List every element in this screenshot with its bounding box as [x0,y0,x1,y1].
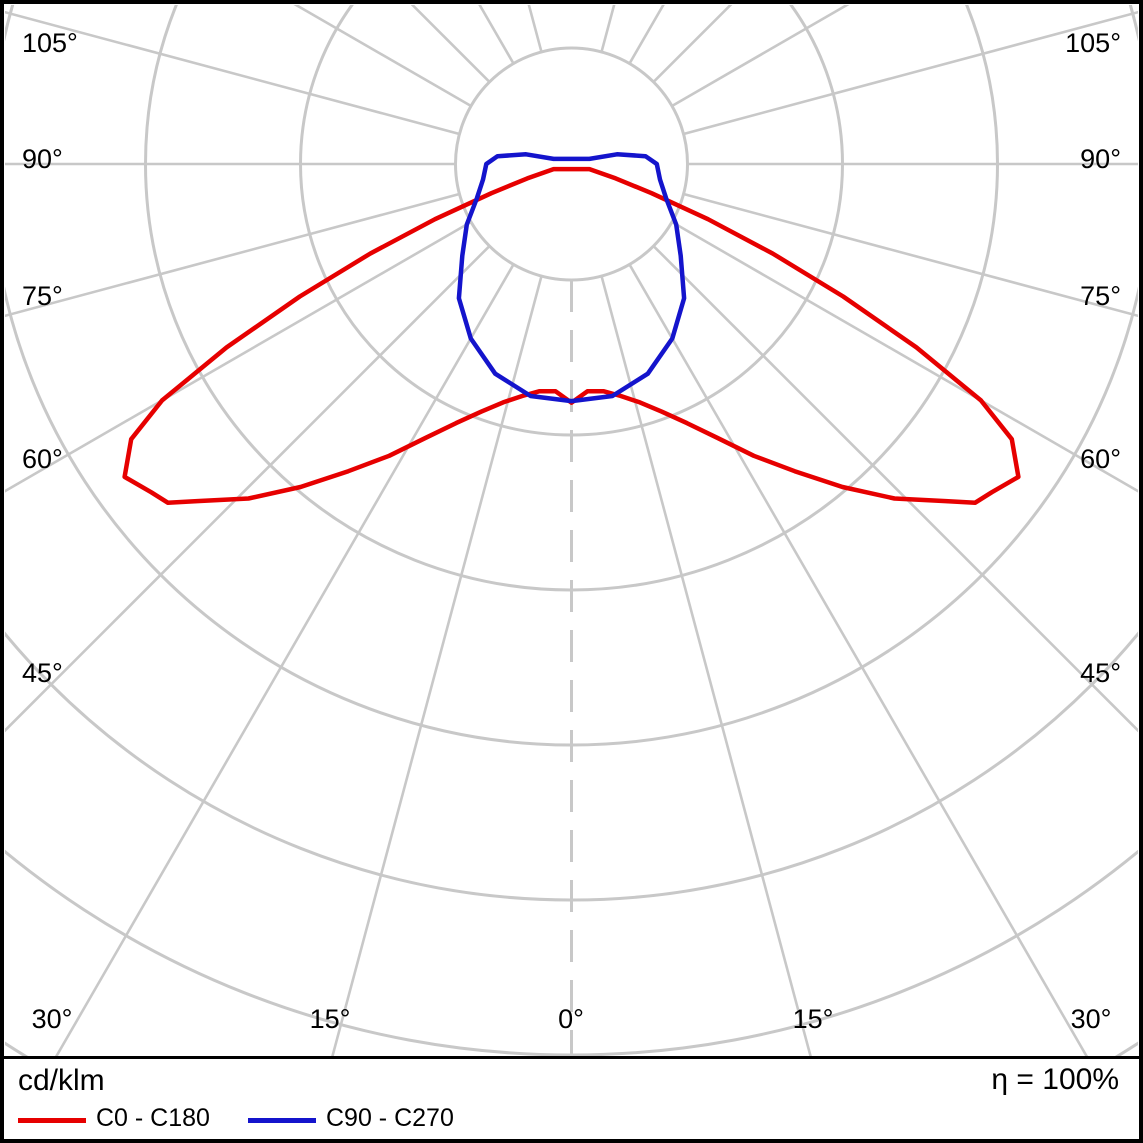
grid-ring [299,5,844,437]
angle-label-left-60: 60° [22,444,63,474]
intensity-curves [122,152,1021,505]
angle-label-right-105: 105° [1065,28,1121,58]
angle-label-right-90: 90° [1080,144,1121,174]
angle-label-bottom-left-15: 15° [309,1004,351,1034]
angle-label-right-75: 75° [1080,281,1121,311]
angle-label-bottom-right-15: 15° [792,1004,834,1034]
legend-swatch-c0-c180 [18,1118,86,1123]
grid-radial-line [5,192,460,318]
grid-radial-line [683,192,1138,318]
curve-c90-c270 [456,152,687,404]
grid-radial-line [628,263,1088,1056]
light-output-ratio-label: η = 100% [991,1063,1119,1096]
grid-radial-line [652,245,1138,733]
grid-radial-line [600,275,812,1056]
unit-label: cd/klm [18,1064,105,1097]
grid-radial-line [331,275,543,1056]
curve-c0-c180 [122,166,1021,505]
angle-label-right-45: 45° [1080,658,1121,688]
angle-label-left-105: 105° [22,28,78,58]
legend-swatch-c90-c270 [248,1118,316,1123]
angle-label-left-45: 45° [22,658,63,688]
angle-label-right-60: 60° [1080,444,1121,474]
angle-label-left-75: 75° [22,281,63,311]
grid-radial-line [5,220,472,493]
grid-radial-line [5,245,491,733]
grid-radial-line [5,10,460,136]
grid-ring [454,46,689,282]
grid-radial-line [55,263,515,1056]
legend-label-c0-c180: C0 - C180 [96,1104,210,1132]
grid-radial-line [683,10,1138,136]
angle-label-bottom-right-30: 30° [1070,1004,1112,1034]
angle-label-bottom-left-30: 30° [31,1004,73,1034]
grid-radial-line [671,220,1138,493]
legend-label-c90-c270: C90 - C270 [326,1104,454,1132]
angle-label-bottom-0: 0° [558,1004,584,1034]
angle-label-left-90: 90° [22,144,63,174]
